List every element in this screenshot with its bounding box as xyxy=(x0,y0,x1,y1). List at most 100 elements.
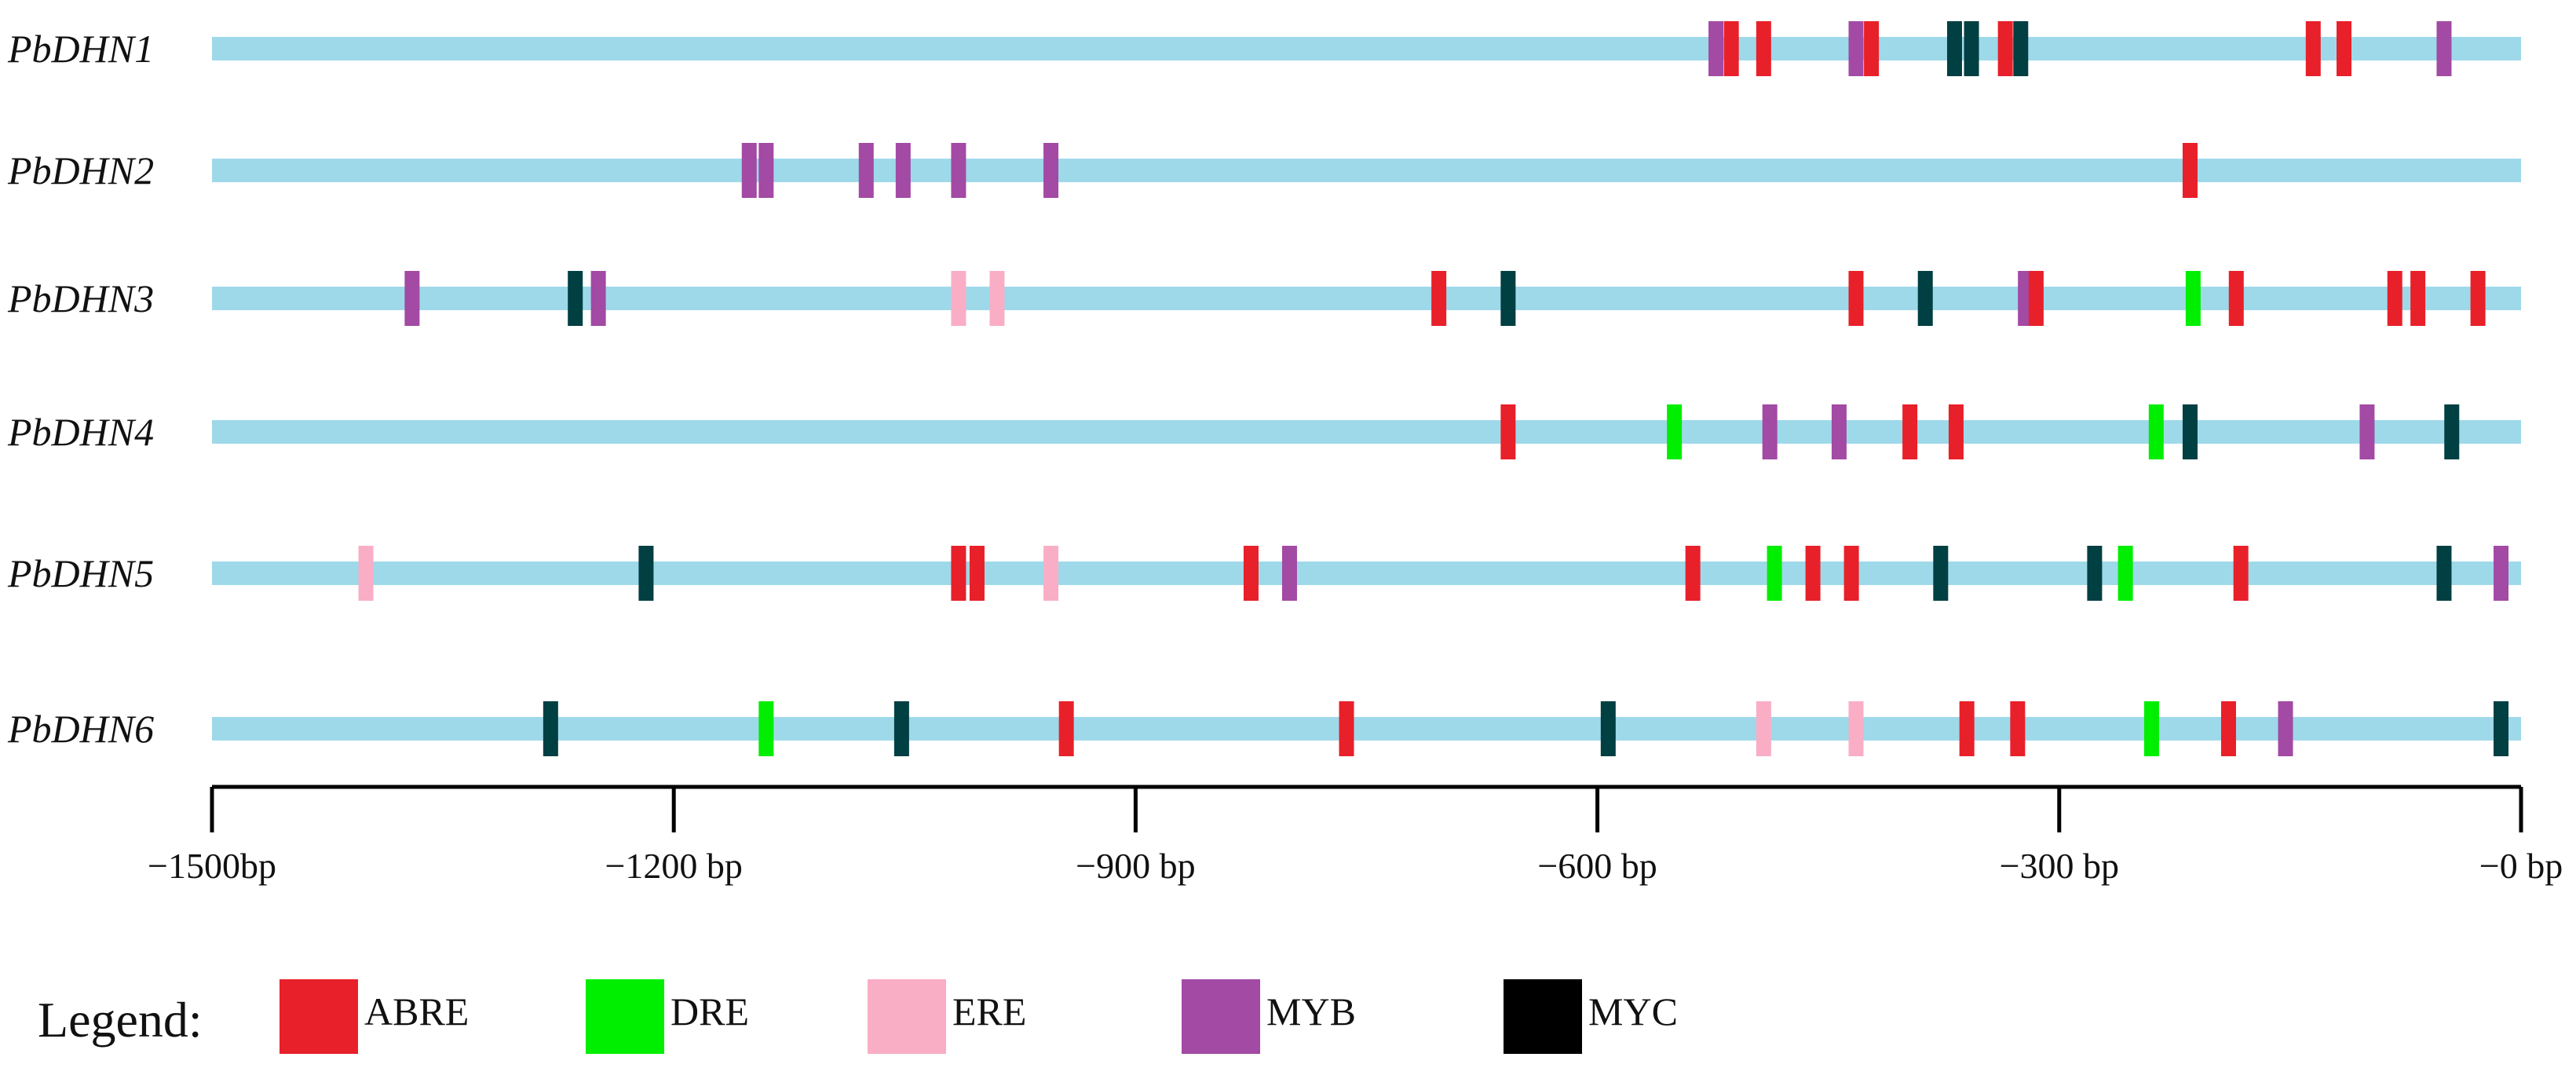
element-mark-myb xyxy=(1708,21,1724,76)
element-mark-myc xyxy=(2444,404,2460,459)
element-mark-abre xyxy=(1431,271,1447,326)
gene-label: PbDHN2 xyxy=(7,148,154,192)
element-mark-abre xyxy=(1805,546,1821,601)
element-mark-myc xyxy=(1600,701,1616,756)
element-mark-abre xyxy=(1756,21,1771,76)
legend-swatch xyxy=(586,979,664,1054)
element-mark-abre xyxy=(1902,404,1918,459)
element-mark-abre xyxy=(1685,546,1701,601)
element-mark-myc xyxy=(638,546,654,601)
element-mark-abre xyxy=(969,546,985,601)
element-mark-myc xyxy=(1946,21,1962,76)
element-mark-myb xyxy=(1831,404,1847,459)
element-mark-myc xyxy=(2182,404,2198,459)
legend-label: DRE xyxy=(670,989,749,1033)
legend-title: Legend: xyxy=(38,992,203,1048)
legend: Legend: ABRE DRE ERE MYB MYC xyxy=(38,979,1678,1054)
element-mark-myb xyxy=(2436,21,2452,76)
element-mark-myc xyxy=(1933,546,1949,601)
element-mark-abre xyxy=(2305,21,2321,76)
element-mark-myb xyxy=(895,143,911,198)
tick-label: −600 bp xyxy=(1537,846,1657,886)
legend-item-abre: ABRE xyxy=(280,979,469,1054)
element-mark-dre xyxy=(2117,546,2133,601)
legend-item-dre: DRE xyxy=(586,979,749,1054)
element-mark-dre xyxy=(1767,546,1782,601)
gene-row-PbDHN1: PbDHN1 xyxy=(7,21,2521,76)
element-mark-ere xyxy=(951,271,966,326)
promoter-bar xyxy=(212,159,2521,182)
element-mark-abre xyxy=(1843,546,1859,601)
element-mark-myb xyxy=(758,143,774,198)
gene-row-PbDHN2: PbDHN2 xyxy=(7,143,2521,198)
legend-swatch xyxy=(1182,979,1260,1054)
gene-label: PbDHN5 xyxy=(7,551,154,595)
element-mark-myc xyxy=(568,271,583,326)
tick-label: −1500bp xyxy=(148,846,276,886)
element-mark-ere xyxy=(1756,701,1771,756)
legend-label: MYB xyxy=(1266,989,1356,1033)
element-mark-myc xyxy=(2087,546,2103,601)
position-axis: −1500bp −1200 bp −900 bp −600 bp −300 bp −0 b… xyxy=(148,785,2563,886)
element-mark-myb xyxy=(2278,701,2293,756)
element-mark-abre xyxy=(2410,271,2426,326)
element-mark-myc xyxy=(543,701,558,756)
element-mark-abre xyxy=(1848,271,1864,326)
element-mark-myb xyxy=(404,271,420,326)
element-mark-ere xyxy=(1848,701,1864,756)
element-mark-abre xyxy=(1243,546,1259,601)
legend-label: MYC xyxy=(1588,989,1678,1033)
element-mark-myb xyxy=(1848,21,1864,76)
element-mark-abre xyxy=(2470,271,2486,326)
element-mark-myb xyxy=(951,143,966,198)
element-mark-myb xyxy=(1043,143,1059,198)
legend-item-myb: MYB xyxy=(1182,979,1356,1054)
promoter-bar xyxy=(212,420,2521,444)
element-mark-myc xyxy=(1964,21,1979,76)
element-mark-myc xyxy=(1500,271,1516,326)
legend-item-myc: MYC xyxy=(1504,979,1678,1054)
element-mark-dre xyxy=(1667,404,1683,459)
element-mark-abre xyxy=(1864,21,1880,76)
tick-label: −300 bp xyxy=(2000,846,2119,886)
element-mark-abre xyxy=(2387,271,2402,326)
element-mark-abre xyxy=(2010,701,2026,756)
element-mark-dre xyxy=(2148,404,2164,459)
element-mark-abre xyxy=(2228,271,2244,326)
gene-tracks: PbDHN1 PbDHN2 PbDHN3 PbDHN4 PbDHN5 PbDHN6 xyxy=(7,21,2521,756)
element-mark-abre xyxy=(1959,701,1975,756)
element-mark-myc xyxy=(2013,21,2029,76)
gene-row-PbDHN3: PbDHN3 xyxy=(7,271,2521,326)
gene-label: PbDHN4 xyxy=(7,410,154,454)
element-mark-myc xyxy=(1917,271,1933,326)
promoter-bar xyxy=(212,717,2521,741)
gene-label: PbDHN6 xyxy=(7,707,154,751)
legend-swatch xyxy=(1504,979,1582,1054)
element-mark-dre xyxy=(2143,701,2159,756)
gene-label: PbDHN1 xyxy=(7,27,154,71)
promoter-bar xyxy=(212,561,2521,585)
element-mark-myb xyxy=(1281,546,1297,601)
element-mark-myb xyxy=(1762,404,1778,459)
tick-label: −0 bp xyxy=(2479,846,2563,886)
element-mark-myb xyxy=(741,143,757,198)
element-mark-ere xyxy=(1043,546,1059,601)
element-mark-myb xyxy=(2359,404,2375,459)
legend-swatch xyxy=(868,979,946,1054)
element-mark-abre xyxy=(1500,404,1516,459)
element-mark-dre xyxy=(758,701,774,756)
element-mark-abre xyxy=(2233,546,2249,601)
element-mark-abre xyxy=(951,546,966,601)
tick-label: −900 bp xyxy=(1076,846,1195,886)
promoter-bar xyxy=(212,287,2521,310)
element-mark-abre xyxy=(2028,271,2044,326)
element-mark-abre xyxy=(1997,21,2013,76)
legend-label: ABRE xyxy=(364,989,469,1033)
gene-label: PbDHN3 xyxy=(7,276,154,320)
tick-label: −1200 bp xyxy=(605,846,742,886)
element-mark-myb xyxy=(2494,546,2509,601)
legend-label: ERE xyxy=(952,989,1026,1033)
legend-swatch xyxy=(280,979,358,1054)
element-mark-myb xyxy=(858,143,874,198)
